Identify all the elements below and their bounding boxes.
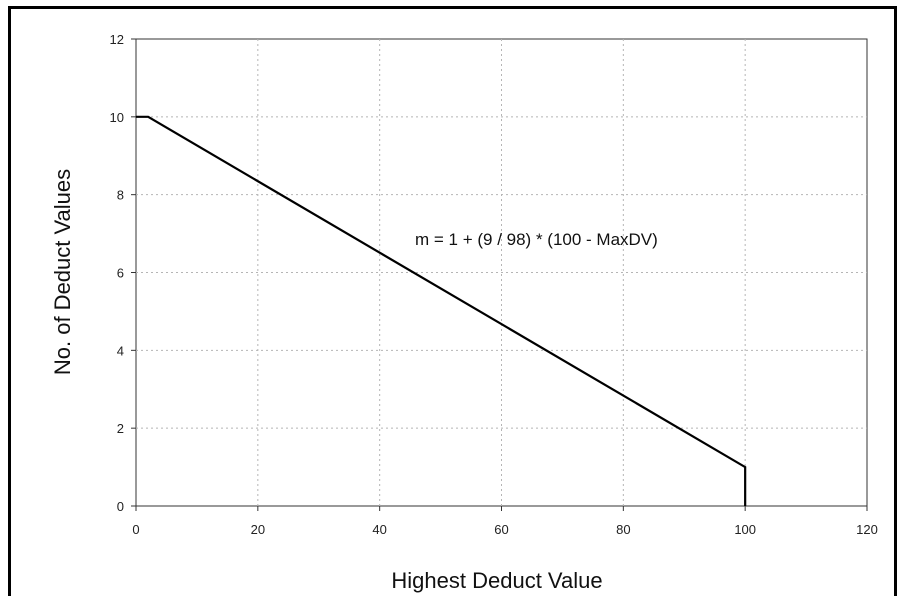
y-tick-label: 4 (117, 343, 124, 358)
x-tick-label: 60 (494, 522, 508, 537)
y-tick-label: 10 (110, 110, 124, 125)
y-tick-label: 6 (117, 266, 124, 281)
x-tick-label: 40 (372, 522, 386, 537)
x-tick-label: 0 (132, 522, 139, 537)
series-layer (136, 115, 747, 506)
formula-annotation: m = 1 + (9 / 98) * (100 - MaxDV) (415, 230, 658, 249)
gridlines (136, 39, 867, 506)
y-tick-label: 12 (110, 32, 124, 47)
x-tick-label: 20 (251, 522, 265, 537)
ticks: 0 20 40 60 80 100 120 0 2 4 6 8 10 12 (110, 32, 878, 537)
y-tick-label: 8 (117, 188, 124, 203)
figure-frame (8, 6, 897, 596)
x-tick-label: 120 (856, 522, 878, 537)
y-axis-title: No. of Deduct Values (50, 169, 75, 375)
x-tick-label: 80 (616, 522, 630, 537)
x-axis-title: Highest Deduct Value (391, 568, 602, 593)
y-tick-label: 2 (117, 421, 124, 436)
y-tick-label: 0 (117, 499, 124, 514)
x-tick-label: 100 (734, 522, 756, 537)
deduct-curve-line (136, 115, 747, 506)
